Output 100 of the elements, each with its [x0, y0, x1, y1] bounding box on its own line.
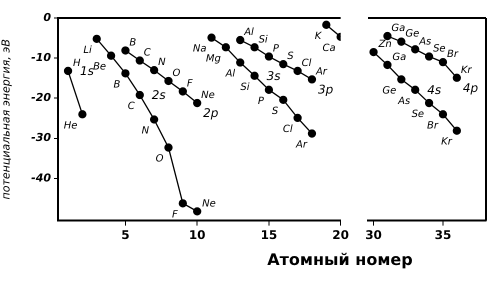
y-tick-label: -10	[31, 50, 52, 64]
annotation: Ge	[405, 28, 420, 40]
annotation: Cl	[282, 124, 293, 135]
series-label: 2s	[152, 88, 166, 102]
point	[308, 129, 316, 138]
x-tick-label: 35	[434, 228, 452, 242]
point	[136, 56, 144, 65]
annotation: Br	[426, 120, 439, 132]
point	[92, 34, 101, 44]
annotation: B	[129, 37, 136, 48]
annotation: He	[64, 120, 78, 132]
point	[236, 36, 244, 44]
annotation: F	[186, 78, 193, 90]
annotation: N	[158, 57, 166, 68]
point	[64, 66, 72, 76]
point	[164, 143, 173, 152]
y-axis-title: потенциальная энергия, эВ	[0, 39, 12, 200]
x-tick-label: 5	[121, 228, 130, 242]
annotation: B	[114, 79, 121, 90]
series-label: 1s	[80, 64, 94, 78]
annotation: K	[314, 30, 323, 42]
point	[78, 110, 87, 118]
point	[264, 86, 274, 94]
annotation: Si	[240, 82, 250, 93]
annotation: Ga	[391, 23, 406, 34]
point	[150, 115, 158, 124]
series-label: 4p	[462, 80, 478, 95]
x-tick-label: 20	[332, 228, 349, 242]
point	[452, 126, 461, 135]
annotation: Ga	[392, 52, 406, 63]
point	[279, 96, 288, 104]
annotation: P	[272, 44, 280, 55]
series-label: 2p	[203, 106, 219, 120]
annotation: Ca	[322, 42, 336, 54]
point	[106, 52, 116, 60]
point	[411, 86, 420, 94]
annotation: Se	[433, 44, 446, 55]
y-tick-label: -20	[31, 91, 52, 104]
point	[424, 98, 434, 108]
y-tick-label: -40	[31, 171, 52, 184]
annotation: Ne	[202, 198, 216, 210]
annotation: Al	[243, 27, 254, 38]
point	[178, 199, 187, 208]
point	[383, 32, 392, 40]
annotation: Na	[192, 44, 207, 55]
point	[164, 76, 173, 86]
annotation: Al	[224, 68, 236, 80]
point	[193, 207, 202, 216]
series-label: 3p	[318, 82, 334, 96]
annotation: O	[172, 68, 180, 79]
y-tick-label: 0	[43, 10, 52, 24]
point	[136, 90, 144, 100]
annotation: P	[258, 96, 265, 107]
point	[438, 110, 448, 118]
annotation: Ge	[382, 85, 396, 96]
annotation: Be	[93, 62, 106, 73]
point	[178, 87, 187, 96]
annotation: Br	[446, 49, 459, 60]
annotation: Ar	[295, 140, 308, 151]
point	[150, 66, 158, 74]
point	[236, 58, 244, 67]
annotation: C	[128, 101, 135, 112]
point	[222, 43, 230, 52]
point	[369, 48, 378, 56]
annotation: Mg	[206, 53, 221, 64]
point	[193, 98, 202, 108]
annotation: Si	[258, 34, 268, 46]
series-label: 3s	[266, 68, 280, 83]
point	[411, 45, 420, 54]
point	[308, 75, 316, 84]
point	[438, 58, 448, 66]
x-tick-label: 10	[188, 228, 206, 242]
y-tick-label: -30	[31, 131, 52, 144]
annotation: S	[272, 106, 279, 117]
annotation: O	[156, 154, 164, 165]
point	[250, 43, 259, 52]
annotation: Cl	[302, 58, 312, 69]
point	[121, 46, 130, 55]
annotation: H	[73, 58, 82, 69]
point	[424, 52, 434, 61]
annotation: Li	[83, 44, 92, 56]
annotation: C	[144, 48, 151, 59]
annotation: Se	[412, 109, 424, 120]
annotation: Zn	[378, 39, 392, 50]
annotation: Kr	[460, 64, 472, 76]
annotation: F	[172, 209, 178, 220]
point	[293, 114, 302, 122]
point	[293, 66, 302, 76]
annotation: Kr	[441, 136, 453, 148]
point	[383, 60, 392, 70]
annotation: As	[397, 96, 410, 107]
annotation: Ne	[201, 90, 215, 102]
point	[397, 75, 406, 84]
point	[264, 52, 274, 61]
point	[279, 60, 288, 68]
point	[397, 38, 406, 46]
x-tick-label: 30	[365, 228, 382, 242]
point	[121, 69, 130, 78]
annotation: S	[287, 51, 294, 62]
annotation: N	[142, 126, 150, 136]
